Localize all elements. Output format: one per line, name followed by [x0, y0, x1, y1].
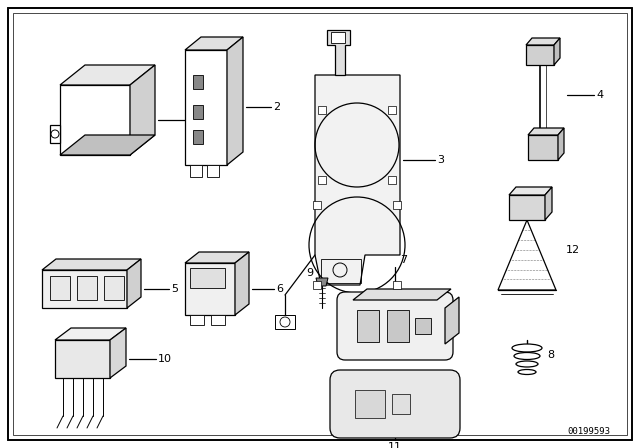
Polygon shape: [509, 187, 552, 195]
Bar: [415, 318, 431, 334]
Polygon shape: [55, 340, 110, 378]
Polygon shape: [185, 37, 243, 50]
Bar: [104, 276, 124, 300]
Text: 4: 4: [596, 90, 603, 100]
Polygon shape: [235, 252, 249, 315]
Text: 6: 6: [276, 284, 283, 294]
Bar: [321, 259, 361, 283]
Bar: [314, 202, 321, 209]
Text: 5: 5: [171, 284, 178, 294]
Bar: [193, 75, 203, 89]
Polygon shape: [558, 128, 564, 160]
Polygon shape: [185, 50, 227, 165]
Bar: [314, 280, 321, 289]
Text: 3: 3: [437, 155, 444, 165]
Text: 00199593: 00199593: [567, 427, 610, 436]
Bar: [190, 268, 225, 288]
Ellipse shape: [514, 353, 540, 359]
Polygon shape: [316, 278, 328, 286]
Ellipse shape: [516, 361, 538, 367]
Bar: [388, 106, 396, 114]
Bar: [50, 276, 70, 300]
Bar: [317, 106, 326, 114]
Text: 8: 8: [547, 350, 554, 360]
Text: 1: 1: [187, 115, 194, 125]
Text: 7: 7: [400, 255, 407, 265]
Polygon shape: [526, 38, 560, 45]
Polygon shape: [42, 259, 141, 270]
Polygon shape: [315, 75, 400, 285]
Bar: [193, 130, 203, 144]
Polygon shape: [498, 220, 556, 290]
Text: 2: 2: [273, 102, 280, 112]
Polygon shape: [353, 289, 451, 300]
Ellipse shape: [512, 344, 542, 352]
Bar: [355, 390, 385, 418]
Polygon shape: [227, 37, 243, 165]
FancyBboxPatch shape: [330, 370, 460, 438]
Polygon shape: [554, 38, 560, 65]
Text: 11: 11: [388, 442, 402, 448]
Text: 10: 10: [158, 354, 172, 364]
Polygon shape: [445, 297, 459, 344]
Polygon shape: [528, 128, 564, 135]
Polygon shape: [509, 195, 545, 220]
Bar: [190, 315, 204, 325]
Bar: [392, 202, 401, 209]
Bar: [388, 177, 396, 185]
Polygon shape: [110, 328, 126, 378]
Bar: [207, 165, 219, 177]
Polygon shape: [42, 270, 127, 308]
Polygon shape: [545, 187, 552, 220]
Polygon shape: [185, 263, 235, 315]
Bar: [387, 310, 409, 342]
Bar: [211, 315, 225, 325]
Bar: [357, 310, 379, 342]
Polygon shape: [127, 259, 141, 308]
Polygon shape: [327, 30, 350, 75]
Text: 9: 9: [307, 268, 314, 278]
Bar: [50, 125, 60, 143]
Bar: [392, 394, 410, 414]
Polygon shape: [60, 65, 155, 85]
Bar: [392, 280, 401, 289]
Polygon shape: [55, 328, 126, 340]
FancyBboxPatch shape: [337, 292, 453, 360]
Ellipse shape: [518, 370, 536, 375]
Bar: [275, 315, 295, 329]
Polygon shape: [528, 135, 558, 160]
Polygon shape: [60, 85, 130, 155]
Polygon shape: [185, 252, 249, 263]
Polygon shape: [130, 65, 155, 155]
Polygon shape: [526, 45, 554, 65]
Bar: [190, 165, 202, 177]
Bar: [77, 276, 97, 300]
Bar: [193, 105, 203, 119]
Bar: [331, 32, 345, 43]
Bar: [317, 177, 326, 185]
Polygon shape: [60, 135, 155, 155]
Text: 12: 12: [566, 245, 580, 255]
